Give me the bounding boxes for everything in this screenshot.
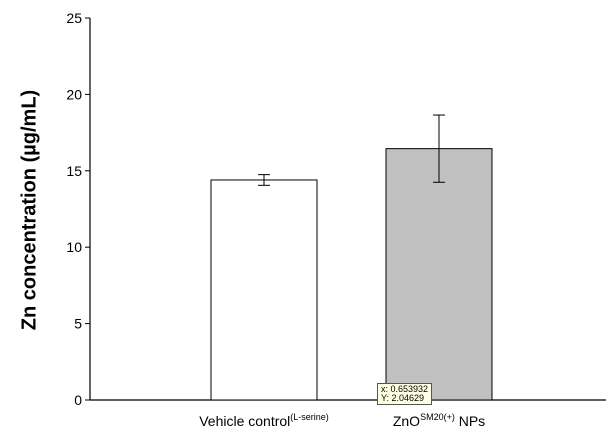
bar-0	[210, 179, 318, 401]
y-tick-label: 10	[66, 239, 82, 255]
tooltip-x-readout: x: 0.653932	[381, 384, 429, 394]
y-tick-label: 0	[74, 392, 82, 408]
x-category-label-vehicle-control: Vehicle control(L-serine)	[199, 412, 329, 429]
y-axis-label: Zn concentration (µg/mL)	[18, 89, 41, 331]
y-tick-label: 15	[66, 163, 82, 179]
y-tick-label: 25	[66, 10, 82, 26]
bar-1	[385, 148, 493, 401]
x-category-label-zno-nps: ZnOSM20(+) NPs	[392, 412, 486, 429]
y-tick-label: 5	[74, 316, 82, 332]
y-tick-label: 20	[66, 86, 82, 102]
tooltip-y-readout: Y: 2.04629	[381, 393, 425, 403]
coordinate-tooltip: x: 0.653932 Y: 2.04629	[377, 383, 433, 405]
